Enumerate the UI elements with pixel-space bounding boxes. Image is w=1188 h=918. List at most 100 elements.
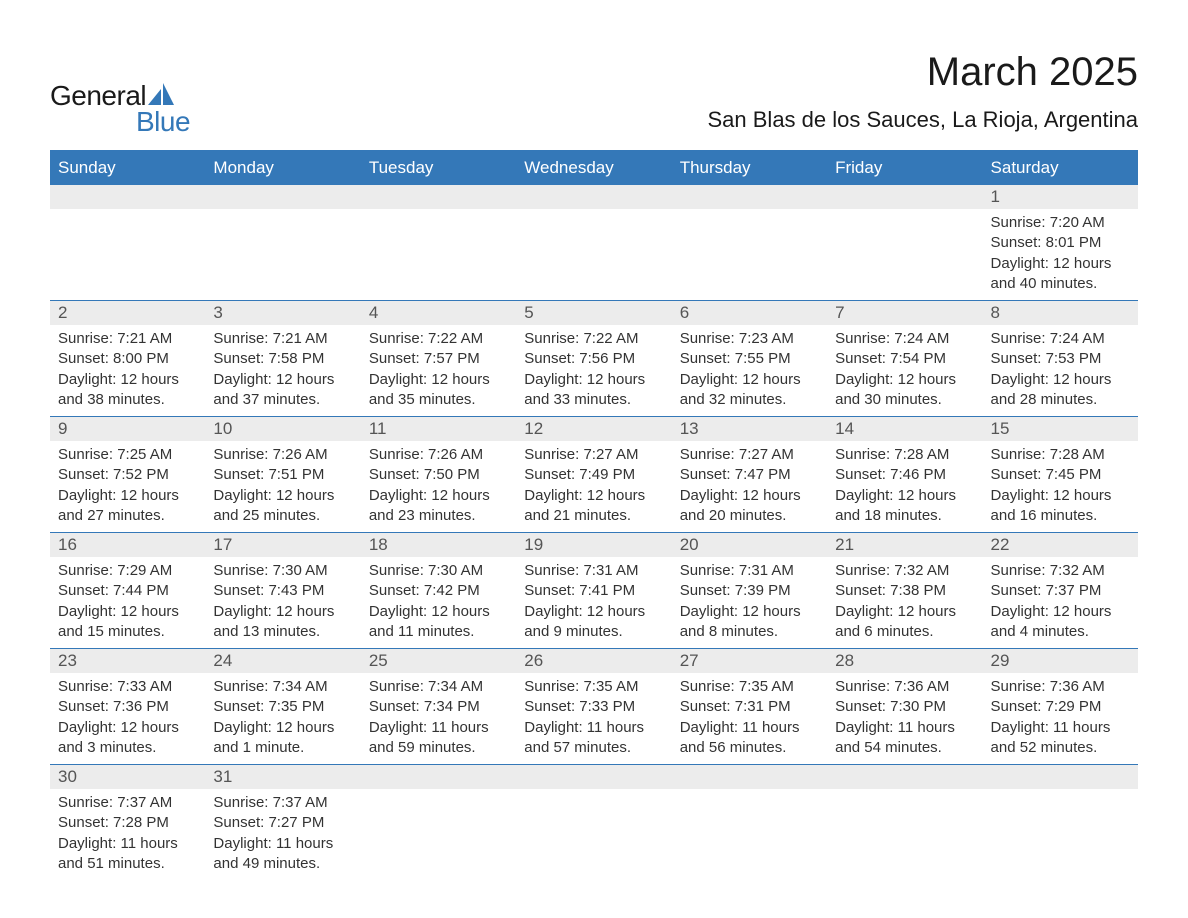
- day-cell-data: [827, 209, 982, 301]
- day-data-line: Daylight: 12 hours and 38 minutes.: [58, 370, 197, 411]
- day-cell-num: 6: [672, 301, 827, 326]
- day-number: 16: [50, 533, 205, 557]
- day-cell-num: 23: [50, 649, 205, 674]
- day-data: Sunrise: 7:28 AMSunset: 7:46 PMDaylight:…: [827, 441, 982, 532]
- day-data-line: Sunset: 7:53 PM: [991, 349, 1130, 369]
- day-number: 29: [983, 649, 1138, 673]
- day-cell-num: [205, 185, 360, 210]
- week-daynum-row: 9101112131415: [50, 417, 1138, 442]
- day-data-line: Sunrise: 7:24 AM: [835, 329, 974, 349]
- day-cell-data: [361, 209, 516, 301]
- day-data-line: Daylight: 12 hours and 30 minutes.: [835, 370, 974, 411]
- day-cell-data: Sunrise: 7:32 AMSunset: 7:38 PMDaylight:…: [827, 557, 982, 649]
- day-data-line: Sunrise: 7:34 AM: [213, 677, 352, 697]
- day-data-line: Daylight: 12 hours and 9 minutes.: [524, 602, 663, 643]
- day-cell-data: [672, 209, 827, 301]
- day-header: Thursday: [672, 151, 827, 185]
- day-data-line: Sunrise: 7:31 AM: [680, 561, 819, 581]
- day-number: 2: [50, 301, 205, 325]
- day-number: [672, 765, 827, 787]
- day-cell-num: [361, 765, 516, 790]
- day-cell-data: Sunrise: 7:30 AMSunset: 7:43 PMDaylight:…: [205, 557, 360, 649]
- day-cell-num: 27: [672, 649, 827, 674]
- day-cell-data: Sunrise: 7:27 AMSunset: 7:47 PMDaylight:…: [672, 441, 827, 533]
- day-data: Sunrise: 7:30 AMSunset: 7:43 PMDaylight:…: [205, 557, 360, 648]
- day-data: [983, 789, 1138, 873]
- day-data-line: Sunset: 7:57 PM: [369, 349, 508, 369]
- day-cell-num: 7: [827, 301, 982, 326]
- day-data-line: Daylight: 12 hours and 23 minutes.: [369, 486, 508, 527]
- day-cell-num: 24: [205, 649, 360, 674]
- day-data-line: Daylight: 12 hours and 37 minutes.: [213, 370, 352, 411]
- day-header: Monday: [205, 151, 360, 185]
- day-cell-num: 11: [361, 417, 516, 442]
- day-cell-data: [50, 209, 205, 301]
- day-data-line: Sunrise: 7:27 AM: [680, 445, 819, 465]
- day-cell-data: Sunrise: 7:20 AMSunset: 8:01 PMDaylight:…: [983, 209, 1138, 301]
- day-data-line: Sunrise: 7:30 AM: [213, 561, 352, 581]
- day-data-line: Sunset: 7:55 PM: [680, 349, 819, 369]
- day-cell-num: 4: [361, 301, 516, 326]
- day-data-line: Daylight: 12 hours and 25 minutes.: [213, 486, 352, 527]
- day-data-line: Sunrise: 7:37 AM: [213, 793, 352, 813]
- day-number: [361, 765, 516, 787]
- day-cell-data: Sunrise: 7:21 AMSunset: 8:00 PMDaylight:…: [50, 325, 205, 417]
- day-cell-data: Sunrise: 7:24 AMSunset: 7:53 PMDaylight:…: [983, 325, 1138, 417]
- day-data-line: Sunrise: 7:26 AM: [213, 445, 352, 465]
- day-data-line: Daylight: 12 hours and 18 minutes.: [835, 486, 974, 527]
- day-number: 4: [361, 301, 516, 325]
- week-daynum-row: 16171819202122: [50, 533, 1138, 558]
- day-data: [205, 209, 360, 293]
- day-data-line: Daylight: 12 hours and 16 minutes.: [991, 486, 1130, 527]
- day-cell-data: [205, 209, 360, 301]
- day-data-line: Sunrise: 7:22 AM: [524, 329, 663, 349]
- day-data-line: Daylight: 11 hours and 54 minutes.: [835, 718, 974, 759]
- day-cell-data: Sunrise: 7:30 AMSunset: 7:42 PMDaylight:…: [361, 557, 516, 649]
- day-number: 22: [983, 533, 1138, 557]
- day-data-line: Daylight: 11 hours and 56 minutes.: [680, 718, 819, 759]
- day-number: 15: [983, 417, 1138, 441]
- day-data-line: Sunrise: 7:21 AM: [213, 329, 352, 349]
- day-data: Sunrise: 7:31 AMSunset: 7:41 PMDaylight:…: [516, 557, 671, 648]
- day-cell-data: Sunrise: 7:28 AMSunset: 7:46 PMDaylight:…: [827, 441, 982, 533]
- day-cell-num: 9: [50, 417, 205, 442]
- day-header: Friday: [827, 151, 982, 185]
- day-cell-num: 22: [983, 533, 1138, 558]
- week-data-row: Sunrise: 7:21 AMSunset: 8:00 PMDaylight:…: [50, 325, 1138, 417]
- day-data-line: Sunset: 7:31 PM: [680, 697, 819, 717]
- day-data-line: Sunset: 7:46 PM: [835, 465, 974, 485]
- day-cell-num: 5: [516, 301, 671, 326]
- day-data-line: Sunrise: 7:35 AM: [524, 677, 663, 697]
- day-data: [672, 789, 827, 873]
- day-number: 24: [205, 649, 360, 673]
- day-data: Sunrise: 7:30 AMSunset: 7:42 PMDaylight:…: [361, 557, 516, 648]
- day-data-line: Sunrise: 7:26 AM: [369, 445, 508, 465]
- day-cell-num: 10: [205, 417, 360, 442]
- day-number: 1: [983, 185, 1138, 209]
- day-number: 19: [516, 533, 671, 557]
- day-data-line: Sunrise: 7:32 AM: [835, 561, 974, 581]
- day-data: [516, 209, 671, 293]
- day-cell-data: Sunrise: 7:36 AMSunset: 7:30 PMDaylight:…: [827, 673, 982, 765]
- day-data-line: Daylight: 11 hours and 57 minutes.: [524, 718, 663, 759]
- day-cell-num: 19: [516, 533, 671, 558]
- day-cell-num: [361, 185, 516, 210]
- day-data: Sunrise: 7:20 AMSunset: 8:01 PMDaylight:…: [983, 209, 1138, 300]
- day-cell-num: 17: [205, 533, 360, 558]
- day-data-line: Sunset: 7:58 PM: [213, 349, 352, 369]
- day-data: Sunrise: 7:21 AMSunset: 7:58 PMDaylight:…: [205, 325, 360, 416]
- day-data-line: Daylight: 12 hours and 32 minutes.: [680, 370, 819, 411]
- day-data-line: Sunrise: 7:35 AM: [680, 677, 819, 697]
- day-data: Sunrise: 7:27 AMSunset: 7:47 PMDaylight:…: [672, 441, 827, 532]
- day-cell-data: Sunrise: 7:22 AMSunset: 7:57 PMDaylight:…: [361, 325, 516, 417]
- day-data-line: Sunset: 7:41 PM: [524, 581, 663, 601]
- day-number: 20: [672, 533, 827, 557]
- day-data-line: Daylight: 12 hours and 20 minutes.: [680, 486, 819, 527]
- day-data-line: Sunrise: 7:34 AM: [369, 677, 508, 697]
- day-cell-data: [672, 789, 827, 880]
- day-cell-num: 8: [983, 301, 1138, 326]
- day-cell-num: [672, 765, 827, 790]
- logo-text-blue: Blue: [136, 106, 190, 138]
- day-data-line: Sunset: 8:00 PM: [58, 349, 197, 369]
- day-data-line: Sunrise: 7:28 AM: [835, 445, 974, 465]
